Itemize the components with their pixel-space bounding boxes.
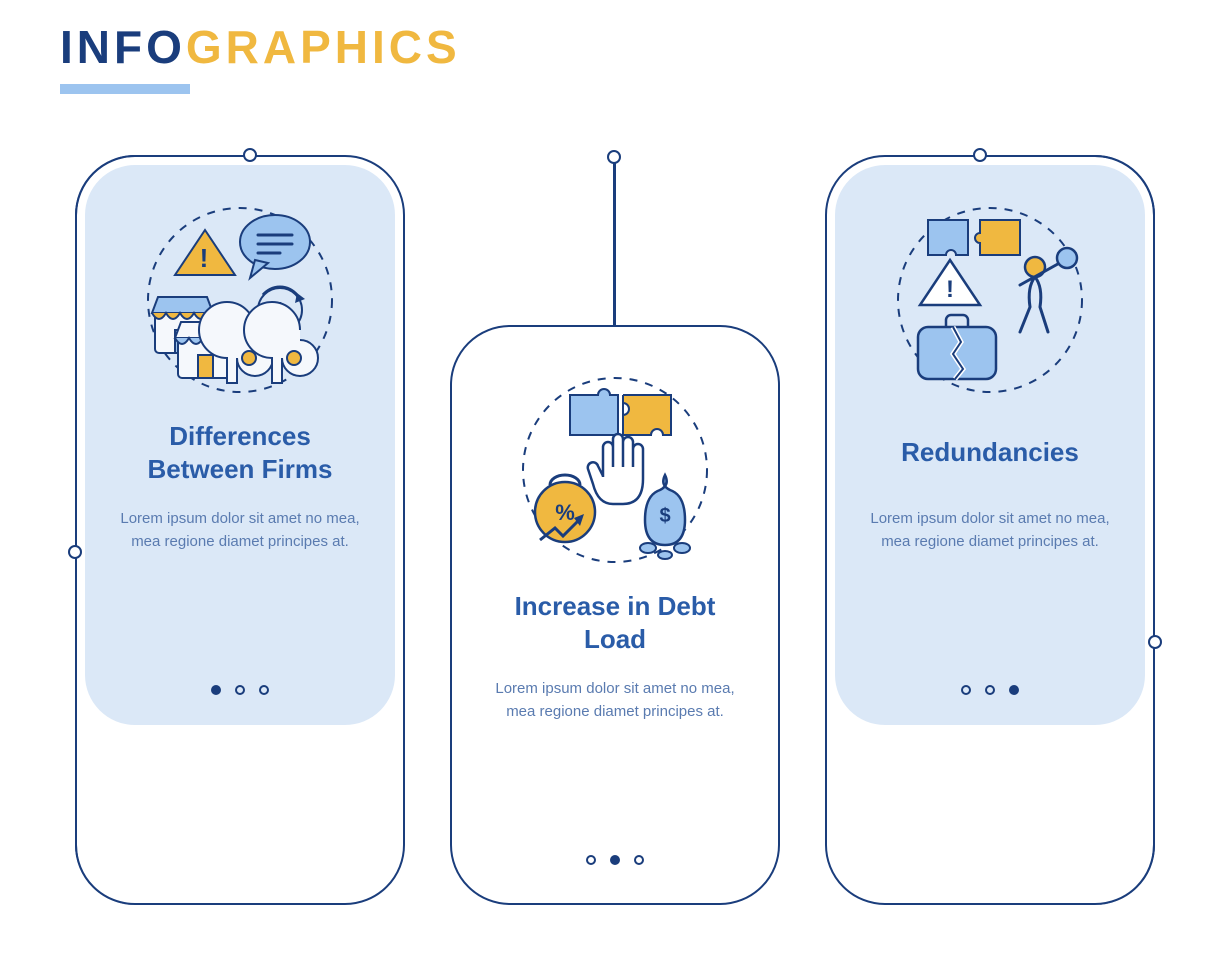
- svg-text:%: %: [555, 500, 575, 525]
- card-wrap-2: % $ Increase in Debt Load Lorem ipsum: [460, 335, 770, 895]
- dot: [985, 685, 995, 695]
- card-wrap-3: ! Redund: [835, 165, 1145, 895]
- connector-node: [973, 148, 987, 162]
- card-body: Lorem ipsum dolor sit amet no mea, mea r…: [490, 677, 740, 724]
- connector-node: [1148, 635, 1162, 649]
- dot: [259, 685, 269, 695]
- card-body: Lorem ipsum dolor sit amet no mea, mea r…: [115, 507, 365, 554]
- svg-text:!: !: [200, 243, 209, 273]
- connector-node: [243, 148, 257, 162]
- redundancies-icon: !: [890, 200, 1090, 400]
- dot: [961, 685, 971, 695]
- dot: [211, 685, 221, 695]
- card-2: % $ Increase in Debt Load Lorem ipsum: [460, 335, 770, 895]
- pagination-dots: [961, 685, 1019, 695]
- card-body: Lorem ipsum dolor sit amet no mea, mea r…: [865, 507, 1115, 554]
- card-3: ! Redund: [835, 165, 1145, 725]
- connector-node: [68, 545, 82, 559]
- cards-row: ! !: [85, 165, 1145, 895]
- dot: [235, 685, 245, 695]
- svg-text:!: !: [946, 276, 954, 303]
- page-title: INFOGRAPHICS: [60, 20, 461, 74]
- card-wrap-1: ! !: [85, 165, 395, 895]
- dot: [1009, 685, 1019, 695]
- dot: [634, 855, 644, 865]
- pagination-dots: [586, 855, 644, 865]
- card-1: ! !: [85, 165, 395, 725]
- header: INFOGRAPHICS: [60, 20, 461, 94]
- card-title: Increase in Debt Load: [490, 590, 740, 655]
- connector-line: [613, 155, 616, 327]
- svg-text:$: $: [659, 505, 670, 527]
- title-right: GRAPHICS: [186, 21, 461, 73]
- card-title: Differences Between Firms: [115, 420, 365, 485]
- pagination-dots: [211, 685, 269, 695]
- dot: [610, 855, 620, 865]
- dot: [586, 855, 596, 865]
- card-title: Redundancies: [901, 420, 1079, 485]
- title-left: INFO: [60, 21, 186, 73]
- debt-icon: % $: [515, 370, 715, 570]
- connector-node: [607, 150, 621, 164]
- title-underline: [60, 84, 190, 94]
- differences-icon: ! !: [140, 200, 340, 400]
